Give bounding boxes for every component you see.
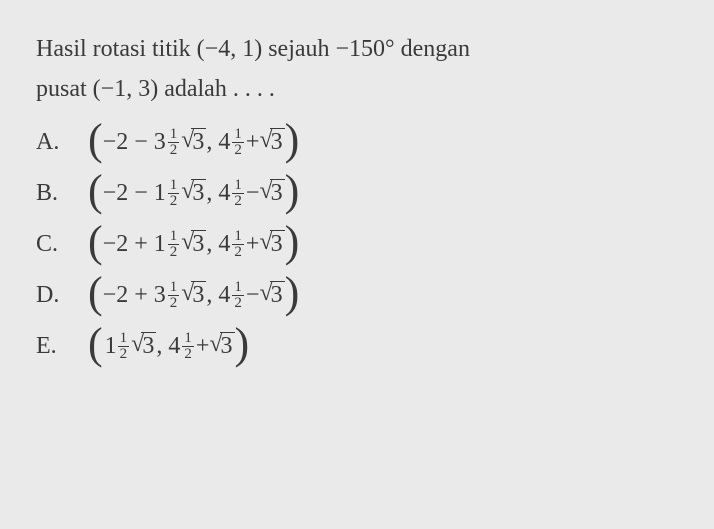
option-expression: ( −2 − 1 12 √3 , 4 12 − √3 ) (88, 178, 299, 209)
option-a: A. ( −2 − 3 12 √3 , 4 12 + √3 ) (36, 127, 678, 158)
mixed-fraction: 12 (232, 229, 244, 260)
left-paren: ( (88, 329, 103, 360)
stem-text: pusat ( (36, 76, 101, 102)
sqrt: √3 (209, 332, 234, 361)
stem-text: ) adalah . . . . (150, 76, 275, 102)
option-c: C. ( −2 + 1 12 √3 , 4 12 + √3 ) (36, 229, 678, 260)
op: − (246, 282, 260, 309)
mixed-fraction: 12 (168, 178, 180, 209)
option-label: C. (36, 231, 88, 258)
sqrt: √3 (181, 230, 206, 259)
mixed-fraction: 12 (168, 229, 180, 260)
comma-term: , 4 (206, 231, 230, 258)
right-paren: ) (235, 329, 250, 360)
stem-point2: −1, 3 (101, 76, 151, 102)
option-label: E. (36, 333, 88, 360)
mixed-fraction: 12 (232, 127, 244, 158)
comma-term: , 4 (206, 129, 230, 156)
left-paren: ( (88, 278, 103, 309)
term: −2 − 1 (103, 180, 166, 207)
sqrt: √3 (181, 281, 206, 310)
right-paren: ) (285, 227, 300, 258)
mixed-fraction: 12 (182, 331, 194, 362)
comma-term: , 4 (206, 282, 230, 309)
options-list: A. ( −2 − 3 12 √3 , 4 12 + √3 ) B. ( −2 … (36, 127, 678, 362)
stem-text: Hasil rotasi titik ( (36, 36, 205, 62)
term: −2 − 3 (103, 129, 166, 156)
sqrt: √3 (259, 281, 284, 310)
option-e: E. ( 112 √3 , 4 12 + √3 ) (36, 331, 678, 362)
stem-text: ) sejauh (254, 36, 335, 62)
stem-point1: −4, 1 (205, 36, 255, 62)
op: + (246, 231, 260, 258)
mixed-fraction: 12 (168, 127, 180, 158)
option-b: B. ( −2 − 1 12 √3 , 4 12 − √3 ) (36, 178, 678, 209)
mixed-fraction: 112 (105, 331, 130, 362)
mixed-fraction: 12 (232, 178, 244, 209)
left-paren: ( (88, 227, 103, 258)
term: −2 + 3 (103, 282, 166, 309)
comma-term: , 4 (206, 180, 230, 207)
option-expression: ( −2 + 3 12 √3 , 4 12 − √3 ) (88, 280, 299, 311)
sqrt: √3 (181, 179, 206, 208)
sqrt: √3 (181, 128, 206, 157)
option-label: D. (36, 282, 88, 309)
stem-text: dengan (395, 36, 470, 62)
left-paren: ( (88, 176, 103, 207)
stem-angle: −150° (336, 36, 395, 62)
comma-term: , 4 (156, 333, 180, 360)
op: − (246, 180, 260, 207)
option-expression: ( 112 √3 , 4 12 + √3 ) (88, 331, 249, 362)
option-d: D. ( −2 + 3 12 √3 , 4 12 − √3 ) (36, 280, 678, 311)
left-paren: ( (88, 125, 103, 156)
op: + (246, 129, 260, 156)
term: −2 + 1 (103, 231, 166, 258)
mixed-fraction: 12 (168, 280, 180, 311)
right-paren: ) (285, 176, 300, 207)
question-stem: Hasil rotasi titik (−4, 1) sejauh −150° … (36, 30, 678, 109)
right-paren: ) (285, 278, 300, 309)
sqrt: √3 (259, 230, 284, 259)
sqrt: √3 (259, 128, 284, 157)
option-label: B. (36, 180, 88, 207)
option-label: A. (36, 129, 88, 156)
right-paren: ) (285, 125, 300, 156)
mixed-fraction: 12 (232, 280, 244, 311)
option-expression: ( −2 − 3 12 √3 , 4 12 + √3 ) (88, 127, 299, 158)
option-expression: ( −2 + 1 12 √3 , 4 12 + √3 ) (88, 229, 299, 260)
sqrt: √3 (259, 179, 284, 208)
op: + (196, 333, 210, 360)
sqrt: √3 (131, 332, 156, 361)
